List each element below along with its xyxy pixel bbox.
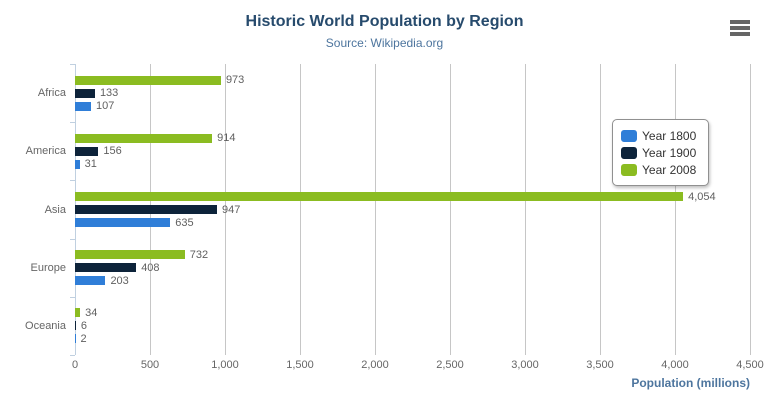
x-axis-tick-label: 3,500 [586, 359, 614, 371]
chart-title: Historic World Population by Region [245, 13, 524, 30]
gridline [750, 64, 751, 355]
axis-tick [70, 122, 75, 124]
data-label-africa-year-2008: 973 [225, 74, 245, 87]
hamburger-bar [730, 20, 750, 24]
hamburger-bar [730, 26, 750, 30]
x-axis-tick-label: 1,000 [211, 359, 239, 371]
data-label-asia-year-1800: 635 [175, 216, 194, 229]
data-label-africa-year-1900: 133 [99, 87, 119, 100]
bar-oceania-year-2008[interactable] [75, 308, 81, 318]
x-axis-tick-label: 1,500 [286, 359, 314, 371]
x-axis-tick-label: 2,500 [436, 359, 464, 371]
legend-item-year-2008[interactable]: Year 2008 [621, 161, 696, 178]
x-axis-tick-label: 0 [71, 359, 79, 371]
gridline [300, 64, 301, 355]
x-axis-tick-label: 500 [140, 359, 160, 371]
gridline [450, 64, 451, 355]
bar-africa-year-2008[interactable] [75, 75, 221, 85]
bar-oceania-year-1800[interactable] [75, 334, 76, 344]
bar-america-year-1800[interactable] [75, 159, 80, 169]
legend-swatch [621, 163, 637, 176]
legend-item-year-1800[interactable]: Year 1800 [621, 127, 696, 144]
bar-africa-year-1900[interactable] [75, 88, 95, 98]
category-label-europe: Europe [30, 261, 66, 274]
data-label-america-year-1900: 156 [103, 145, 122, 158]
bar-america-year-2008[interactable] [75, 133, 213, 143]
data-label-america-year-1800: 31 [84, 158, 97, 171]
axis-tick [70, 296, 75, 298]
bar-oceania-year-1900[interactable] [75, 321, 76, 331]
axis-tick [70, 238, 75, 240]
x-axis-tick-label: 4,000 [661, 359, 689, 371]
hamburger-icon [727, 20, 753, 36]
data-label-america-year-2008: 914 [217, 132, 236, 145]
category-label-asia: Asia [44, 203, 66, 216]
bar-america-year-1900[interactable] [75, 146, 99, 156]
bar-asia-year-1900[interactable] [75, 205, 218, 214]
axis-tick [70, 180, 75, 182]
data-label-europe-year-1800: 203 [110, 274, 129, 287]
gridline [375, 64, 376, 355]
category-label-america: America [25, 145, 66, 158]
legend-item-label: Year 2008 [642, 162, 697, 177]
legend-item-label: Year 1900 [642, 145, 697, 160]
gridline [675, 64, 676, 355]
data-label-africa-year-1800: 107 [96, 100, 115, 113]
context-menu-button[interactable] [727, 20, 753, 42]
x-axis-tick-label: 4,500 [736, 359, 764, 371]
category-label-africa: Africa [37, 87, 66, 100]
bar-europe-year-1900[interactable] [75, 263, 137, 273]
legend-swatch [621, 129, 637, 142]
data-label-europe-year-1900: 408 [141, 261, 160, 274]
category-label-oceania: Oceania [25, 319, 66, 332]
x-axis-title: Population (millions) [631, 376, 750, 390]
data-label-asia-year-1900: 947 [222, 203, 241, 216]
x-axis-tick-label: 2,000 [361, 359, 389, 371]
data-label-oceania-year-1800: 2 [80, 332, 87, 345]
axis-tick [70, 64, 75, 65]
bar-asia-year-2008[interactable] [75, 192, 684, 201]
bar-asia-year-1800[interactable] [75, 218, 171, 227]
gridline [225, 64, 226, 355]
data-label-europe-year-2008: 732 [189, 248, 209, 261]
bar-europe-year-2008[interactable] [75, 250, 185, 260]
bar-africa-year-1800[interactable] [75, 101, 92, 111]
data-label-oceania-year-1900: 6 [80, 319, 88, 332]
gridline [600, 64, 601, 355]
bar-europe-year-1800[interactable] [75, 276, 106, 286]
legend-item-year-1900[interactable]: Year 1900 [621, 144, 696, 161]
data-label-oceania-year-2008: 34 [85, 306, 98, 319]
x-axis-tick-label: 3,000 [511, 359, 539, 371]
axis-tick [70, 355, 75, 356]
legend-item-label: Year 1800 [642, 128, 697, 143]
hamburger-bar [730, 32, 750, 36]
data-label-asia-year-2008: 4,054 [688, 190, 716, 203]
legend-swatch [621, 146, 637, 159]
gridline [525, 64, 526, 355]
chart-subtitle: Source: Wikipedia.org [325, 36, 444, 50]
legend: Year 1800 Year 1900 Year 2008 [612, 119, 710, 186]
